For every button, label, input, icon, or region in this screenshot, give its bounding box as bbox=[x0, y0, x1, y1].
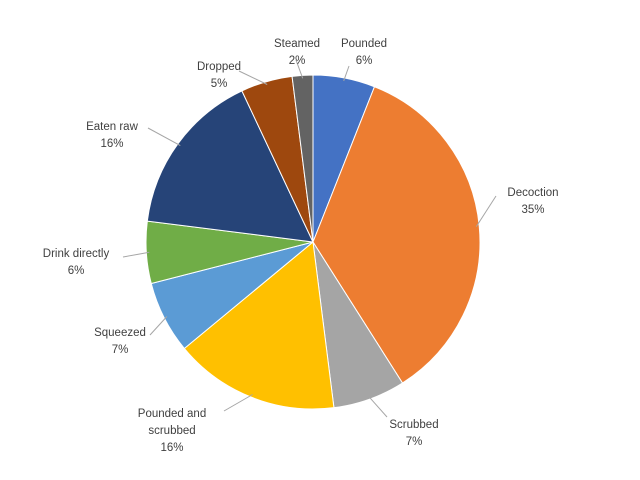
leader-line-decoction bbox=[475, 195, 497, 227]
data-label-eaten-raw: Eaten raw 16% bbox=[86, 121, 138, 150]
pie-slice-steamed bbox=[291, 74, 314, 243]
leader-lines-layer bbox=[122, 59, 497, 418]
pie-slice-decoction bbox=[312, 86, 481, 384]
leader-line-pounded bbox=[343, 65, 350, 82]
percent-label: 6% bbox=[68, 265, 85, 277]
percent-label: 16% bbox=[160, 442, 183, 454]
percent-label: 35% bbox=[521, 204, 544, 216]
percent-label: 6% bbox=[356, 55, 373, 67]
data-label-dropped: Dropped 5% bbox=[197, 61, 241, 90]
category-label: Drink directly bbox=[43, 248, 110, 260]
category-label: Decoction bbox=[507, 187, 558, 199]
data-label-steamed: Steamed 2% bbox=[274, 38, 320, 67]
data-label-pounded: Pounded 6% bbox=[341, 38, 387, 67]
data-label-scrubbed: Scrubbed 7% bbox=[389, 419, 438, 448]
pie-slice-pounded-and-scrubbed bbox=[183, 241, 335, 410]
category-label: Pounded bbox=[341, 38, 387, 50]
category-label: Pounded and bbox=[138, 408, 206, 420]
percent-label: 7% bbox=[406, 436, 423, 448]
slices-layer bbox=[145, 74, 481, 410]
category-label: Eaten raw bbox=[86, 121, 138, 133]
data-label-pounded-and-scrubbed: Pounded and scrubbed 16% bbox=[138, 408, 206, 454]
data-label-squeezed: Squeezed 7% bbox=[94, 327, 146, 356]
category-label: Scrubbed bbox=[389, 419, 438, 431]
leader-line-drink-directly bbox=[122, 251, 150, 258]
category-label: scrubbed bbox=[148, 425, 195, 437]
category-label: Squeezed bbox=[94, 327, 146, 339]
data-labels-layer: Pounded 6% Decoction 35% Scrubbed 7% Pounded a… bbox=[43, 38, 559, 454]
percent-label: 2% bbox=[289, 55, 306, 67]
leader-line-eaten-raw bbox=[147, 127, 181, 147]
leader-line-scrubbed bbox=[368, 395, 388, 418]
percent-label: 16% bbox=[100, 138, 123, 150]
leader-line-dropped bbox=[238, 70, 268, 85]
data-label-drink-directly: Drink directly 6% bbox=[43, 248, 110, 277]
data-label-decoction: Decoction 35% bbox=[507, 187, 558, 216]
leader-line-pounded-and-scrubbed bbox=[223, 394, 253, 412]
percent-label: 7% bbox=[112, 344, 129, 356]
percent-label: 5% bbox=[211, 78, 228, 90]
leader-line-steamed bbox=[295, 59, 304, 79]
category-label: Steamed bbox=[274, 38, 320, 50]
leader-line-squeezed bbox=[149, 316, 168, 336]
category-label: Dropped bbox=[197, 61, 241, 73]
